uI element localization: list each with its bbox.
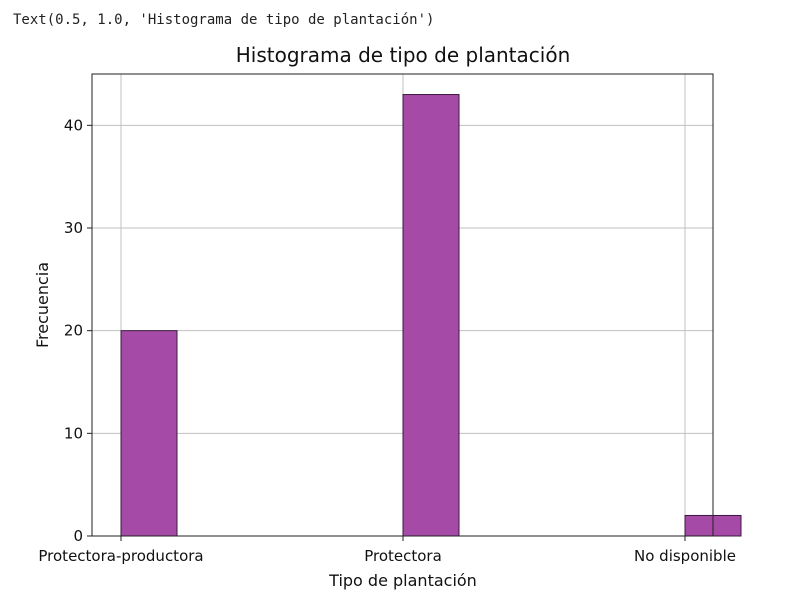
x-tick-label: Protectora-productora bbox=[38, 547, 203, 565]
y-axis-label: Frecuencia bbox=[33, 262, 52, 348]
chart-title: Histograma de tipo de plantación bbox=[236, 43, 571, 67]
y-tick-label: 10 bbox=[64, 424, 83, 442]
cell-output-text: Text(0.5, 1.0, 'Histograma de tipo de pl… bbox=[13, 12, 435, 28]
histogram-bar bbox=[120, 330, 178, 537]
bar-layer bbox=[120, 94, 742, 537]
x-axis-label: Tipo de plantación bbox=[328, 571, 477, 590]
x-tick-label: No disponible bbox=[634, 547, 736, 565]
tick-layer: 0 10 20 30 40 Protectora-productora Protectora… bbox=[38, 116, 736, 565]
histogram-bar bbox=[402, 94, 460, 537]
y-tick-label: 20 bbox=[64, 322, 83, 340]
y-tick-label: 30 bbox=[64, 219, 83, 237]
y-tick-label: 0 bbox=[73, 527, 83, 545]
y-tick-label: 40 bbox=[64, 116, 83, 134]
x-tick-label: Protectora bbox=[364, 547, 442, 565]
